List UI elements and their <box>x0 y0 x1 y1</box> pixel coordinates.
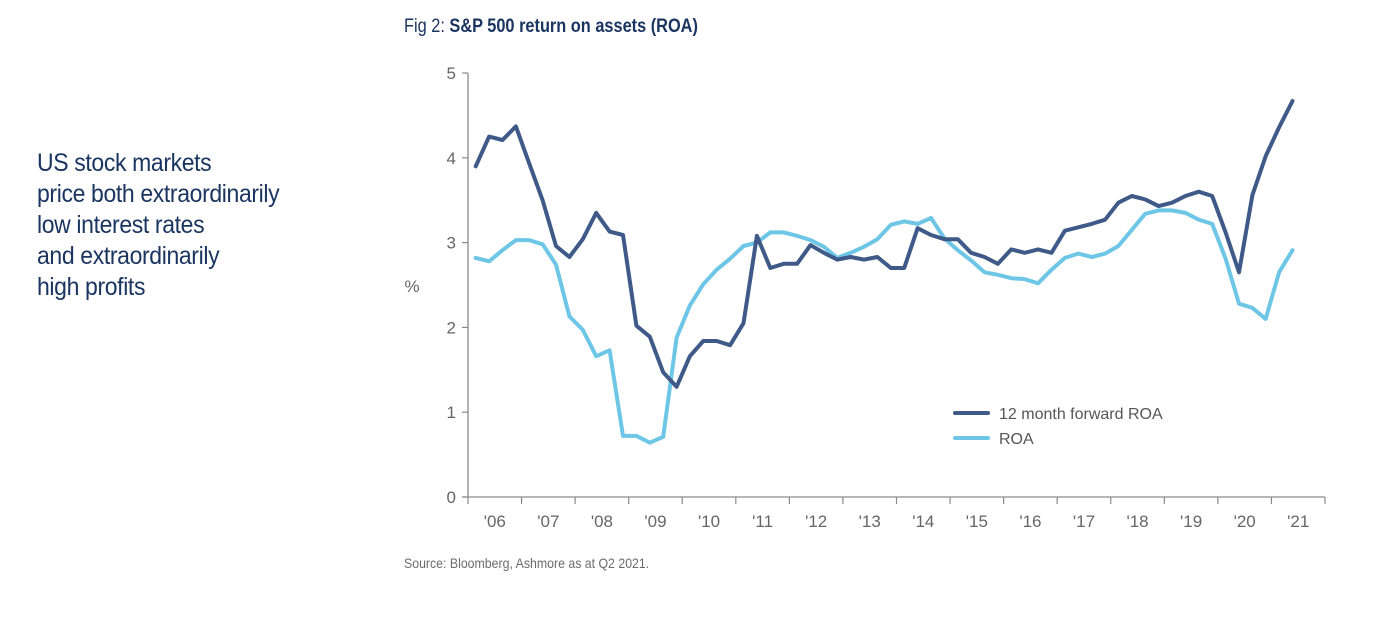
legend-label: ROA <box>999 431 1034 448</box>
headline-line: low interest rates <box>37 211 205 239</box>
y-axis-label: % <box>404 277 419 296</box>
axes: 0 1 2 3 4 5% '06 '07 '08 '09 '10 '11 '12 '13 '14 '15 '16… <box>404 64 1326 531</box>
legend: 12 month forward ROA ROA <box>953 406 1163 448</box>
y-tick-label: 3 <box>447 234 456 253</box>
x-tick-label: '15 <box>966 512 988 531</box>
x-tick-label: '17 <box>1073 512 1095 531</box>
y-tick-label: 0 <box>447 488 456 507</box>
x-tick-label: '09 <box>644 512 666 531</box>
headline-line: and extraordinarily <box>37 242 220 270</box>
x-tick-label: '07 <box>537 512 559 531</box>
figure-title: Fig 2: S&P 500 return on assets (ROA) <box>404 16 698 38</box>
x-tick-label: '16 <box>1019 512 1041 531</box>
x-tick-label: '21 <box>1287 512 1309 531</box>
legend-label: 12 month forward ROA <box>999 406 1163 423</box>
x-tick-label: '14 <box>912 512 934 531</box>
headline-line: high profits <box>37 273 146 301</box>
headline: US stock markets price both extraordinar… <box>37 148 280 303</box>
headline-line: US stock markets <box>37 149 212 177</box>
y-tick-label: 1 <box>447 403 456 422</box>
x-tick-label: '08 <box>591 512 613 531</box>
y-tick-label: 4 <box>447 149 456 168</box>
x-tick-label: '13 <box>859 512 881 531</box>
source-note: Source: Bloomberg, Ashmore as at Q2 2021… <box>404 555 650 571</box>
figure-prefix: Fig 2: <box>404 16 450 37</box>
series-line-12m-forward-roa <box>473 99 1295 389</box>
x-tick-label: '19 <box>1180 512 1202 531</box>
x-tick-label: '20 <box>1234 512 1256 531</box>
y-tick-label: 2 <box>447 318 456 337</box>
x-tick-label: '18 <box>1126 512 1148 531</box>
x-tick-label: '06 <box>484 512 506 531</box>
x-tick-label: '11 <box>752 512 773 531</box>
figure-title-text: S&P 500 return on assets (ROA) <box>449 16 698 37</box>
x-tick-label: '10 <box>698 512 720 531</box>
x-tick-label: '12 <box>805 512 827 531</box>
headline-line: price both extraordinarily <box>37 180 280 208</box>
y-tick-label: 5 <box>447 64 456 83</box>
series-lines <box>473 99 1295 445</box>
series-line-roa <box>473 208 1295 445</box>
